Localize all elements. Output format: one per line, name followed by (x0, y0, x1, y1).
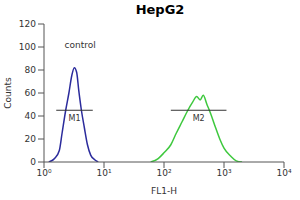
svg-text:20: 20 (25, 134, 37, 144)
svg-text:M2: M2 (193, 114, 205, 123)
svg-text:10²: 10² (156, 168, 171, 178)
svg-text:10⁴: 10⁴ (276, 168, 291, 178)
svg-text:80: 80 (25, 65, 37, 75)
svg-text:120: 120 (19, 20, 36, 29)
svg-text:Counts: Counts (8, 77, 13, 109)
svg-text:60: 60 (25, 88, 37, 98)
svg-text:10¹: 10¹ (96, 168, 111, 178)
svg-text:M1: M1 (69, 114, 81, 123)
svg-text:10³: 10³ (216, 168, 231, 178)
svg-text:100: 100 (19, 42, 36, 52)
svg-text:40: 40 (25, 111, 37, 121)
svg-text:FL1-H: FL1-H (151, 186, 177, 196)
svg-text:0: 0 (30, 157, 36, 167)
svg-text:control: control (65, 40, 96, 50)
html-text:HepG2: HepG2 (135, 2, 185, 17)
svg-text:10⁰: 10⁰ (36, 168, 51, 178)
